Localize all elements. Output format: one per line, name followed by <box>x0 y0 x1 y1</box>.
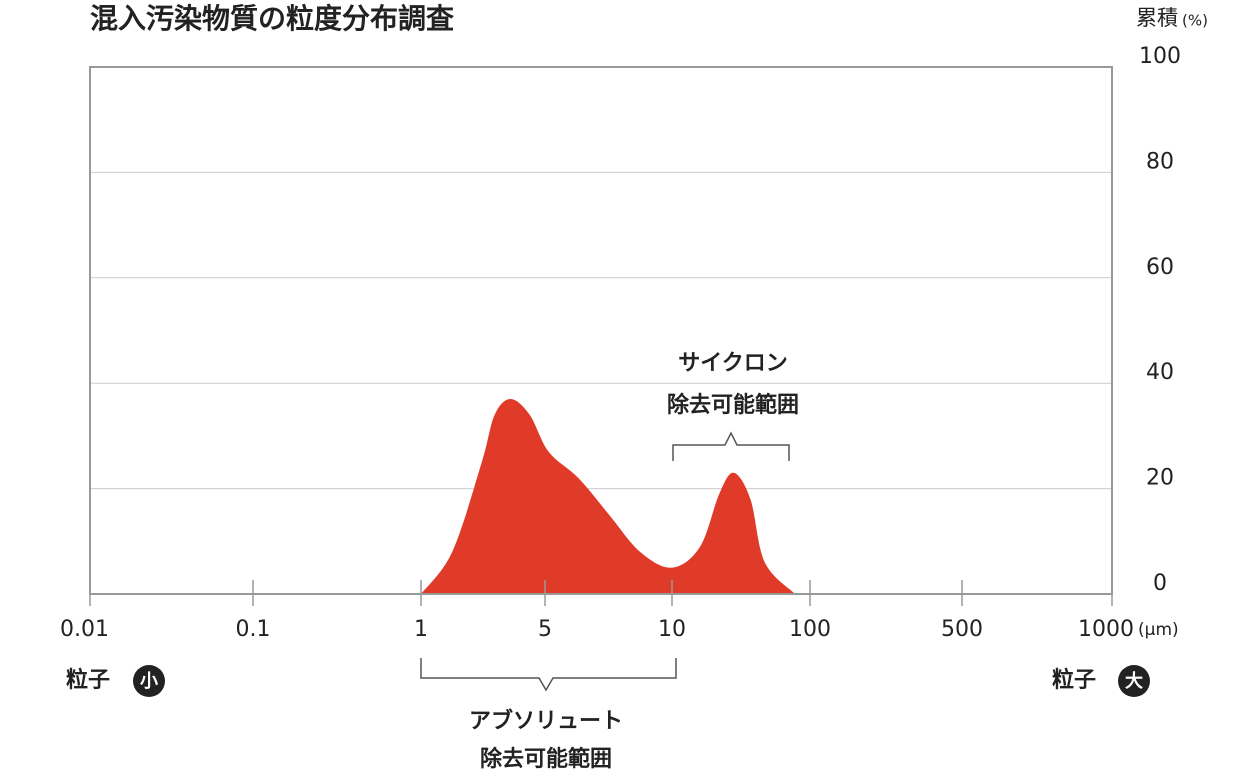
y-tick-label: 40 <box>1146 360 1174 385</box>
badge <box>133 665 165 697</box>
y-tick-label: 100 <box>1139 44 1181 69</box>
x-tick-label: 100 <box>789 617 831 642</box>
y-axis-label: 累積 <box>1136 6 1178 30</box>
particle-label: 粒子 <box>66 667 110 693</box>
annotation: アブソリュート <box>469 708 623 734</box>
plot <box>90 66 1112 595</box>
x-tick-label: 1 <box>414 617 428 642</box>
chart-title: 混入汚染物質の粒度分布調査 <box>90 2 454 35</box>
y-axis-unit: (%) <box>1182 12 1208 30</box>
badge-text: 大 <box>1125 670 1143 692</box>
y-tick-label: 60 <box>1146 255 1174 280</box>
plot-frame <box>89 66 1113 595</box>
particle-label: 粒子 <box>1052 667 1096 693</box>
x-tick-label: 0.1 <box>236 617 271 642</box>
x-tick-label: 500 <box>941 617 983 642</box>
annotation: サイクロン <box>678 351 788 376</box>
x-tick-label: 1000 <box>1078 617 1134 642</box>
y-tick-label: 0 <box>1153 571 1167 596</box>
y-tick-label: 20 <box>1146 466 1174 491</box>
x-axis-unit: (μm) <box>1138 620 1179 640</box>
area <box>421 399 796 594</box>
annotation: 除去可能範囲 <box>480 746 612 772</box>
x-tick-label: 5 <box>538 617 552 642</box>
absolute-bracket <box>420 658 677 692</box>
annotation: 除去可能範囲 <box>667 392 799 418</box>
badge-text: 小 <box>140 671 158 692</box>
cyclone-bracket <box>672 431 790 461</box>
x-tick-label: 10 <box>658 617 686 642</box>
x-tick-label: 0.01 <box>60 617 109 642</box>
badge <box>1118 665 1150 697</box>
y-tick-label: 80 <box>1146 149 1174 174</box>
